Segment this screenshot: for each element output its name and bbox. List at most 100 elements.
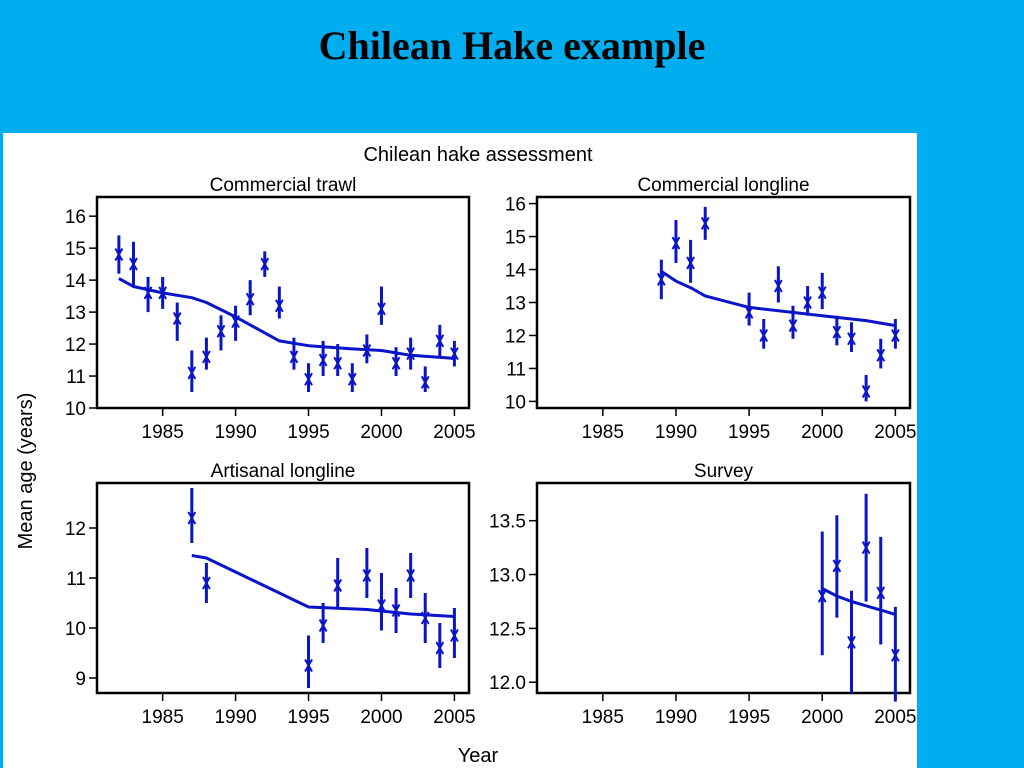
observation-marker (274, 299, 284, 313)
x-tick-label: 1985 (582, 707, 624, 728)
observation-marker (333, 578, 343, 593)
x-tick-label: 1990 (655, 422, 697, 443)
observation-marker (700, 216, 710, 230)
observation-marker (202, 576, 211, 590)
panels: Commercial trawl 1985 1990 1995 2000 2005 10 11… (65, 175, 917, 728)
y-tick-label: 13 (65, 303, 86, 324)
observation-marker (377, 598, 386, 613)
observation-marker (187, 511, 197, 525)
y-tick-label: 14 (505, 261, 527, 282)
y-tick-label: 11 (66, 367, 86, 388)
y-tick-label: 13 (505, 294, 526, 315)
x-tick-label: 1995 (287, 422, 329, 443)
observation-marker (891, 648, 900, 662)
y-tick-label: 11 (66, 569, 86, 590)
observation-marker (817, 286, 827, 300)
observation-marker (377, 302, 386, 316)
observation-marker (744, 305, 754, 319)
observation-marker (172, 311, 182, 325)
observation-marker (318, 618, 328, 633)
x-tick-label: 1995 (728, 422, 770, 443)
observation-marker (788, 319, 798, 333)
observation-marker (759, 328, 769, 342)
y-tick-label: 11 (506, 359, 526, 380)
panel-title: Artisanal longline (211, 461, 356, 482)
x-tick-label: 2005 (874, 707, 916, 728)
observation-marker (143, 286, 153, 300)
observation-marker (202, 350, 211, 364)
panel-title: Commercial longline (637, 175, 809, 196)
observation-marker (817, 589, 827, 603)
observation-marker (671, 236, 681, 250)
observation-marker (876, 348, 886, 362)
x-tick-label: 2005 (874, 422, 916, 443)
observation-marker (450, 347, 459, 361)
observation-marker (861, 541, 871, 555)
plot-frame (95, 481, 471, 695)
chart-panel: Artisanal longline 1985 1990 1995 2000 2005 9 1… (65, 461, 476, 728)
plot-frame (95, 195, 471, 410)
observation-marker (420, 375, 430, 389)
x-tick-label: 1990 (655, 707, 697, 728)
y-tick-label: 13.5 (489, 512, 526, 533)
observation-marker (686, 256, 695, 270)
x-tick-label: 1990 (214, 422, 256, 443)
observation-marker (216, 324, 226, 338)
observation-marker (245, 292, 255, 306)
y-tick-label: 12 (505, 326, 526, 347)
y-tick-label: 13.0 (489, 566, 526, 587)
observation-marker (832, 559, 842, 573)
observation-marker (187, 366, 197, 380)
y-tick-label: 10 (65, 619, 86, 640)
observation-marker (289, 350, 299, 364)
observation-marker (129, 257, 138, 271)
observation-marker (435, 641, 445, 655)
x-axis-label: Year (458, 745, 499, 767)
observation-marker (406, 568, 416, 583)
fitted-line (118, 277, 455, 360)
chart-panel: Commercial longline 1985 1990 1995 2000 2005 1… (505, 175, 917, 443)
observation-marker (773, 279, 783, 293)
observation-marker (656, 272, 666, 286)
observation-marker (318, 353, 328, 367)
y-tick-label: 12 (65, 335, 86, 356)
plot-frame (535, 481, 912, 695)
y-tick-label: 12.0 (489, 673, 526, 694)
observation-marker (304, 372, 313, 386)
observation-marker (891, 328, 900, 342)
y-tick-label: 12 (65, 519, 86, 540)
observation-marker (114, 248, 124, 262)
chart-panel: Survey 1985 1990 1995 2000 2005 12.0 12.5 13.0 13… (489, 461, 916, 728)
y-tick-label: 9 (75, 669, 86, 690)
y-tick-label: 16 (505, 195, 526, 216)
slide-title: Chilean Hake example (318, 23, 706, 68)
x-tick-label: 1990 (214, 707, 256, 728)
observation-marker (391, 356, 401, 370)
y-axis-label: Mean age (years) (15, 393, 37, 550)
y-tick-label: 12.5 (489, 619, 526, 640)
observation-marker (231, 315, 240, 329)
observation-marker (450, 628, 459, 643)
observation-marker (861, 385, 871, 399)
x-tick-label: 2005 (433, 707, 475, 728)
plot-frame (535, 195, 912, 410)
x-tick-label: 1985 (142, 707, 184, 728)
panel-title: Commercial trawl (210, 175, 357, 196)
x-tick-label: 2000 (360, 707, 402, 728)
y-tick-label: 15 (505, 228, 526, 249)
observation-marker (847, 635, 856, 649)
observation-marker (260, 257, 270, 271)
observation-marker (876, 586, 886, 600)
observation-marker (832, 325, 842, 339)
x-tick-label: 2005 (433, 422, 475, 443)
chart-panel: Commercial trawl 1985 1990 1995 2000 2005 10 11… (65, 175, 476, 443)
figure-panel: Chilean hake assessment Mean age (years)… (3, 133, 917, 768)
x-tick-label: 2000 (360, 422, 402, 443)
y-tick-label: 10 (65, 399, 86, 420)
y-tick-label: 14 (65, 271, 87, 292)
observation-marker (333, 356, 343, 370)
x-tick-label: 1995 (287, 707, 329, 728)
x-tick-label: 2000 (801, 707, 843, 728)
observation-marker (847, 332, 856, 346)
observation-marker (304, 658, 313, 673)
